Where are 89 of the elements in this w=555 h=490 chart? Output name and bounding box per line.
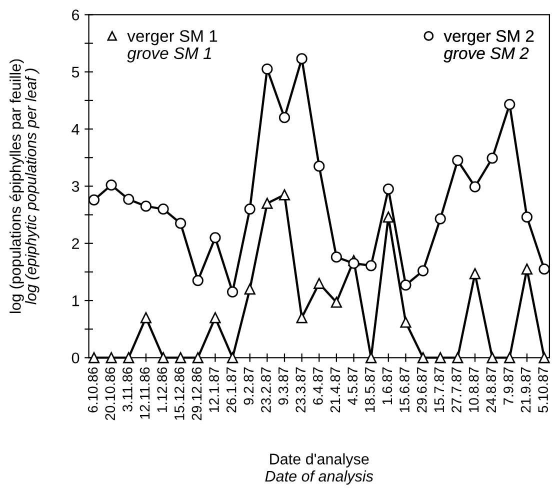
- point: [434, 213, 446, 224]
- point: [314, 278, 325, 289]
- point: [123, 194, 134, 205]
- point: [175, 352, 186, 364]
- point: [158, 204, 169, 215]
- y-tick-label: 4: [72, 124, 80, 135]
- point: [210, 232, 221, 244]
- x-tick-label: 24.8.87: [486, 367, 496, 412]
- y-tick-label: 5: [72, 66, 80, 78]
- legend-label: verger SM 1 grove SM 1: [127, 30, 218, 62]
- x-tick-label: 23.3.87: [296, 367, 306, 412]
- point: [417, 265, 429, 276]
- y-tick-label: 0: [72, 352, 80, 364]
- point: [192, 352, 204, 364]
- point: [486, 152, 498, 164]
- point: [330, 296, 342, 308]
- x-tick-label: 12.1.87: [209, 367, 219, 412]
- x-tick-label: 3.11.86: [122, 367, 132, 412]
- point: [366, 260, 377, 272]
- x-tick-label: 23.2.87: [261, 367, 271, 412]
- x-axis-title: Date d'analyse Date of analysis: [265, 453, 374, 485]
- x-tick-label: 12.11.86: [140, 367, 150, 419]
- point: [226, 286, 238, 298]
- point: [469, 181, 481, 192]
- point: [521, 264, 532, 275]
- x-tick-label: 4.5.87: [348, 367, 358, 406]
- x-tick-label: 5.10.87: [538, 367, 548, 413]
- y-tick-label: 1: [72, 296, 80, 306]
- x-tick-label: 6.4.87: [313, 367, 323, 405]
- point: [486, 352, 498, 364]
- x-tick-label: 21.9.87: [520, 367, 531, 412]
- point: [244, 204, 256, 215]
- point: [175, 218, 186, 229]
- point: [348, 258, 360, 269]
- x-tick-label: 21.4.87: [330, 367, 340, 412]
- x-tick-label: 20.10.86: [105, 367, 116, 420]
- y-tick-label: 6: [72, 10, 80, 20]
- x-tick-label: 6.10.86: [88, 367, 98, 412]
- point: [210, 312, 221, 324]
- point: [330, 252, 342, 263]
- point: [244, 284, 256, 295]
- point: [140, 200, 152, 212]
- point: [538, 352, 550, 364]
- point: [400, 316, 412, 328]
- x-tick-label: 29.12.86: [192, 367, 202, 420]
- point: [434, 352, 446, 364]
- point: [278, 189, 290, 200]
- point: [106, 352, 117, 364]
- x-tick-label: 18.5.87: [364, 367, 375, 412]
- y-axis-title: log (populations épiphylles par feuille) log (epiphytic populations per leaf ): [9, 59, 40, 313]
- point: [521, 212, 532, 223]
- point: [262, 63, 273, 75]
- point: [192, 274, 204, 286]
- point: [158, 352, 169, 364]
- x-tick-label: 15.12.86: [174, 367, 184, 420]
- point: [140, 312, 152, 324]
- point: [296, 53, 308, 64]
- x-tick-label: 27.7.87: [452, 367, 462, 412]
- point: [314, 160, 325, 172]
- point: [400, 280, 412, 291]
- point: [88, 194, 100, 206]
- x-tick-label: 9.2.87: [244, 367, 254, 405]
- x-tick-label: 9.3.87: [278, 367, 288, 405]
- point: [452, 352, 464, 364]
- x-tick-label: 1.6.87: [382, 367, 392, 404]
- point: [417, 352, 429, 364]
- x-tick-label: 29.6.87: [416, 367, 427, 412]
- point: [278, 112, 290, 124]
- x-tick-label: 26.1.87: [226, 367, 236, 412]
- point: [262, 198, 273, 209]
- legend-label: verger SM 2 grove SM 2: [444, 30, 534, 62]
- y-tick-label: 3: [72, 181, 80, 192]
- x-tick-label: 15.7.87: [434, 367, 444, 412]
- point: [123, 352, 134, 364]
- point: [296, 312, 308, 324]
- point: [504, 352, 516, 364]
- point: [106, 180, 117, 191]
- point: [469, 268, 481, 280]
- x-tick-label: 1.12.86: [157, 367, 167, 412]
- x-tick-label: 10.8.87: [468, 367, 479, 412]
- point: [504, 98, 516, 110]
- x-tick-label: 15.6.87: [400, 367, 410, 412]
- point: [382, 212, 394, 223]
- point: [538, 264, 550, 275]
- x-tick-label: 7.9.87: [504, 367, 514, 405]
- y-tick-label: 2: [72, 238, 80, 249]
- point: [382, 184, 394, 195]
- point: [452, 154, 464, 166]
- point: [226, 352, 238, 364]
